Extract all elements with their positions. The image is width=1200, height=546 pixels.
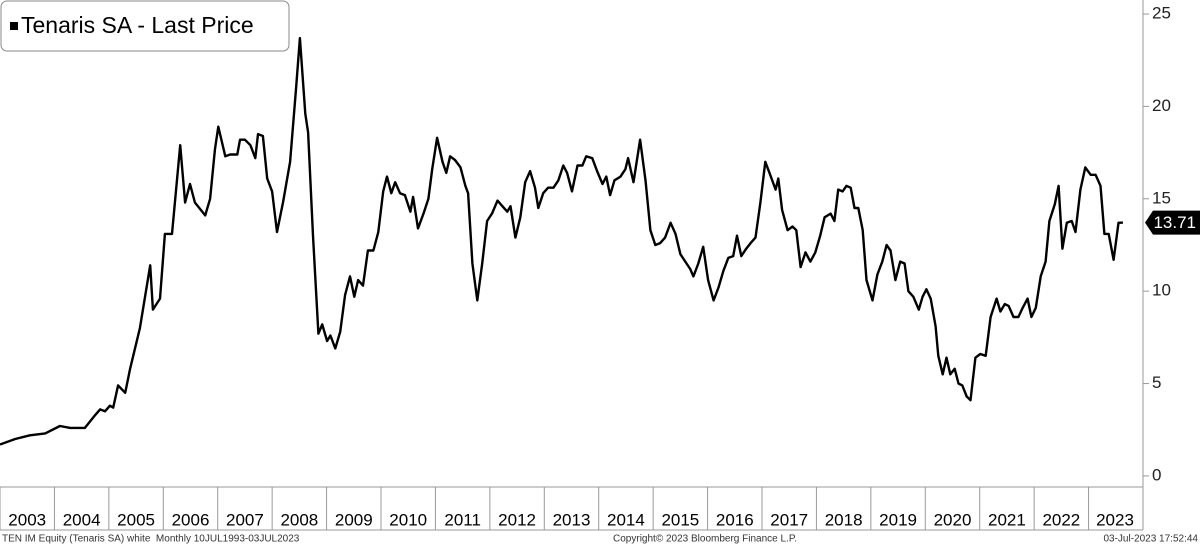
x-tick-label: 2004 xyxy=(63,510,101,529)
last-price-box xyxy=(1145,210,1200,235)
x-tick-label: 2020 xyxy=(934,510,972,529)
y-tick-label: 25 xyxy=(1152,4,1171,23)
x-tick-label: 2003 xyxy=(8,510,46,529)
x-tick-label: 2013 xyxy=(553,510,591,529)
footer-center: Copyright© 2023 Bloomberg Finance L.P. xyxy=(613,534,797,545)
x-tick-label: 2016 xyxy=(716,510,754,529)
x-tick-label: 2008 xyxy=(280,510,318,529)
legend-box xyxy=(0,0,290,52)
x-tick-label: 2015 xyxy=(661,510,699,529)
x-tick-label: 2023 xyxy=(1096,510,1134,529)
x-tick-label: 2014 xyxy=(607,510,645,529)
x-tick-label: 2006 xyxy=(172,510,210,529)
x-tick-label: 2019 xyxy=(879,510,917,529)
y-tick-label: 0 xyxy=(1152,465,1161,484)
y-tick-label: 5 xyxy=(1152,373,1161,392)
legend-label: Tenaris SA - Last Price xyxy=(21,12,254,38)
x-tick-label: 2010 xyxy=(389,510,427,529)
y-tick-label: 15 xyxy=(1152,188,1171,207)
x-tick-label: 2012 xyxy=(498,510,536,529)
footer-right: 03-Jul-2023 17:52:44 xyxy=(1103,534,1198,545)
x-tick-label: 2017 xyxy=(770,510,808,529)
x-tick-label: 2018 xyxy=(825,510,863,529)
price-line xyxy=(0,36,1123,446)
last-price-label: 13.71 xyxy=(1153,213,1196,232)
x-tick-label: 2007 xyxy=(226,510,264,529)
y-tick-label: 10 xyxy=(1152,281,1171,300)
x-tick-label: 2021 xyxy=(988,510,1026,529)
y-tick-label: 20 xyxy=(1152,96,1171,115)
x-tick-label: 2011 xyxy=(444,510,481,529)
footer-left: TEN IM Equity (Tenaris SA) white Monthly… xyxy=(2,534,300,545)
x-tick-label: 2005 xyxy=(117,510,155,529)
legend-swatch xyxy=(10,22,18,30)
x-tick-label: 2022 xyxy=(1042,510,1080,529)
x-tick-label: 2009 xyxy=(335,510,373,529)
